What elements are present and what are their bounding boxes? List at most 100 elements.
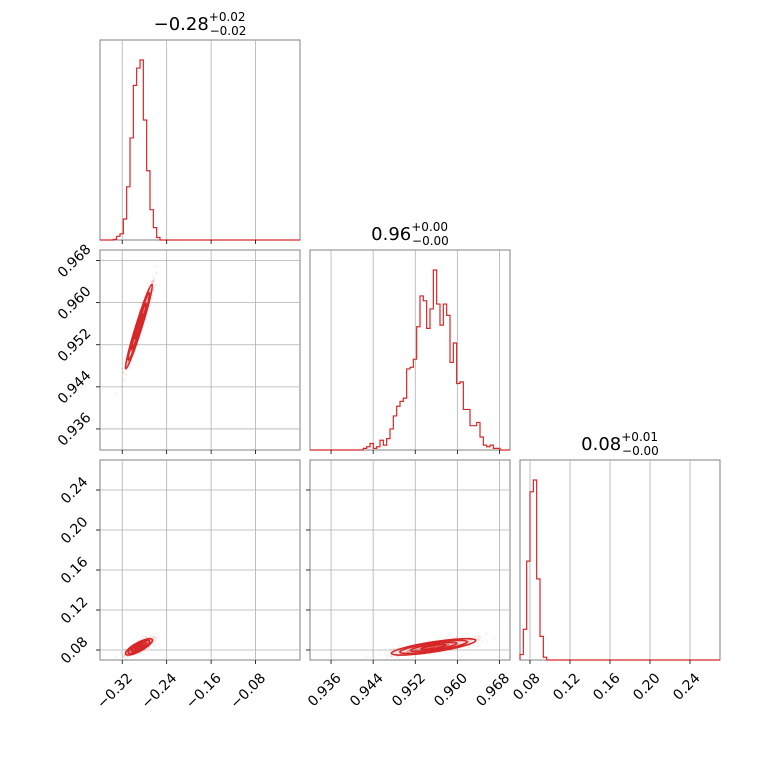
sample-point xyxy=(150,280,153,283)
sample-point xyxy=(126,360,129,364)
sample-point xyxy=(447,643,450,646)
sample-point xyxy=(114,392,117,395)
sample-point xyxy=(122,371,126,374)
sample-point xyxy=(151,280,155,284)
sample-point xyxy=(386,656,389,659)
sample-point xyxy=(484,633,488,636)
sample-point xyxy=(152,286,155,289)
x-tick-label: 0.952 xyxy=(389,670,429,710)
sample-point xyxy=(398,644,401,648)
histogram xyxy=(100,59,300,241)
y-tick-label: 0.08 xyxy=(58,634,91,667)
sample-point xyxy=(365,655,368,659)
sample-point xyxy=(446,643,450,646)
sample-point xyxy=(407,649,411,652)
title-upper-error: +0.01 xyxy=(621,430,658,444)
sample-point xyxy=(415,648,418,651)
sample-point xyxy=(124,648,127,652)
contour xyxy=(134,643,144,651)
sample-point xyxy=(138,652,141,656)
sample-point xyxy=(417,648,421,651)
y-tick-label: 0.12 xyxy=(58,594,91,627)
sample-point xyxy=(390,648,393,652)
sample-point xyxy=(383,652,386,655)
sample-point xyxy=(154,641,157,644)
contour xyxy=(390,637,477,656)
title-upper-error: +0.02 xyxy=(209,10,246,24)
x-tick-label: 0.12 xyxy=(550,670,583,703)
sample-point xyxy=(152,276,155,279)
contour xyxy=(130,641,148,653)
contour xyxy=(124,283,154,370)
sample-point xyxy=(146,282,149,285)
title-lower-error: −0.00 xyxy=(622,444,659,458)
y-tick-label: 0.968 xyxy=(55,241,95,281)
sample-point xyxy=(447,643,450,646)
y-tick-label: 0.16 xyxy=(58,554,91,587)
sample-point xyxy=(450,642,454,646)
sample-point xyxy=(477,644,480,648)
sample-point xyxy=(474,637,477,640)
sample-point xyxy=(372,651,375,654)
sample-point xyxy=(126,655,129,659)
sample-point xyxy=(462,640,465,644)
sample-point xyxy=(150,635,153,638)
sample-point xyxy=(152,643,155,646)
sample-point xyxy=(154,283,158,286)
sample-point xyxy=(121,654,125,658)
sample-point xyxy=(406,650,410,654)
sample-point xyxy=(458,640,461,643)
sample-point xyxy=(476,641,480,645)
sample-point xyxy=(154,284,157,287)
sample-point xyxy=(153,280,156,283)
sample-point xyxy=(449,642,452,646)
sample-point xyxy=(124,374,128,377)
sample-point xyxy=(146,285,150,288)
y-tick-label: 0.944 xyxy=(55,368,95,408)
sample-point xyxy=(155,636,158,639)
sample-point xyxy=(473,635,477,638)
sample-point xyxy=(463,640,466,644)
sample-point xyxy=(146,640,149,643)
sample-point xyxy=(406,650,409,653)
sample-point xyxy=(470,639,473,642)
sample-point xyxy=(468,639,471,642)
sample-point xyxy=(389,650,392,653)
sample-point xyxy=(119,651,123,654)
sample-point xyxy=(121,656,125,659)
sample-point xyxy=(448,643,451,646)
histogram xyxy=(519,479,720,661)
x-tick-label: 0.24 xyxy=(670,670,703,703)
sample-point xyxy=(452,636,455,639)
sample-point xyxy=(154,271,157,274)
panel-hist-p2 xyxy=(519,459,721,661)
sample-point xyxy=(122,653,126,657)
sample-point xyxy=(155,272,158,276)
sample-point xyxy=(155,633,158,636)
sample-point xyxy=(136,311,139,315)
sample-point xyxy=(492,636,495,639)
panel-title: 0.96+0.00 −0.00 xyxy=(371,220,449,248)
contour xyxy=(409,641,458,653)
sample-point xyxy=(133,353,136,356)
x-tick-label: −0.24 xyxy=(139,670,181,712)
sample-point xyxy=(416,648,419,651)
sample-point xyxy=(417,648,420,651)
sample-point xyxy=(155,265,158,268)
sample-point xyxy=(427,639,430,642)
sample-point xyxy=(470,639,473,643)
sample-point xyxy=(148,289,151,293)
sample-point xyxy=(390,654,393,657)
x-tick-label: 0.960 xyxy=(431,670,471,710)
sample-point xyxy=(403,650,406,653)
sample-point xyxy=(486,641,489,644)
x-tick-label: −0.16 xyxy=(183,670,225,712)
sample-point xyxy=(392,647,395,650)
sample-point xyxy=(471,643,474,646)
panel-hist-p1 xyxy=(309,249,511,451)
sample-point xyxy=(119,385,123,388)
sample-point xyxy=(448,643,451,647)
sample-point xyxy=(404,650,407,653)
sample-point xyxy=(467,645,470,648)
y-tick-label: 0.20 xyxy=(58,514,91,547)
